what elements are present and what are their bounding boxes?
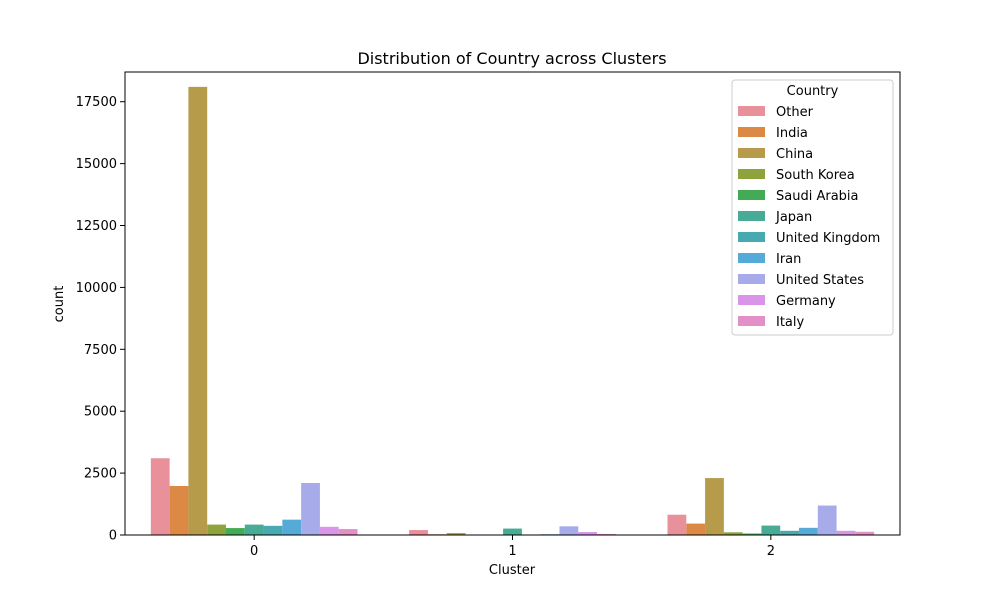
legend-label-italy: Italy <box>776 315 805 330</box>
legend-label-iran: Iran <box>776 252 801 267</box>
bar-united-states-cluster-2 <box>817 505 837 535</box>
legend-swatch-india <box>738 127 765 137</box>
y-tick-label: 12500 <box>76 219 117 234</box>
legend-swatch-saudi-arabia <box>738 190 765 200</box>
bar-united-kingdom-cluster-2 <box>780 530 800 535</box>
bar-saudi-arabia-cluster-2 <box>742 533 762 535</box>
bar-japan-cluster-2 <box>761 525 781 535</box>
bar-south-korea-cluster-2 <box>723 532 743 535</box>
bar-japan-cluster-0 <box>244 524 264 535</box>
bar-japan-cluster-1 <box>503 528 522 535</box>
y-tick-label: 15000 <box>76 157 117 172</box>
bar-other-cluster-2 <box>667 514 687 535</box>
legend: Country Other India China South Korea Saudi A… <box>731 79 894 336</box>
bar-italy-cluster-0 <box>338 529 358 535</box>
x-axis-label: Cluster <box>489 563 536 578</box>
legend-swatch-iran <box>738 253 765 263</box>
y-tick-label: 5000 <box>84 405 117 420</box>
x-tick-label: 1 <box>508 544 516 559</box>
bar-iran-cluster-0 <box>282 519 302 535</box>
legend-label-japan: Japan <box>775 210 812 225</box>
legend-swatch-other <box>738 106 765 116</box>
legend-label-germany: Germany <box>776 294 836 309</box>
legend-title: Country <box>787 84 839 99</box>
legend-swatch-germany <box>738 295 765 305</box>
bar-other-cluster-1 <box>409 530 428 535</box>
y-tick-label: 2500 <box>84 467 117 482</box>
bar-india-cluster-2 <box>686 523 706 535</box>
legend-swatch-united-kingdom <box>738 232 765 242</box>
y-tick-label: 17500 <box>76 95 117 110</box>
legend-label-other: Other <box>776 105 814 120</box>
legend-swatch-japan <box>738 211 765 221</box>
legend-swatch-italy <box>738 316 765 326</box>
bar-china-cluster-2 <box>705 478 724 535</box>
legend-swatch-china <box>738 148 765 158</box>
y-tick-label: 7500 <box>84 343 117 358</box>
axes-group: 0 2500 5000 7500 10000 12500 15000 17500 0 1 2 <box>76 71 901 559</box>
bar-china-cluster-1 <box>446 533 466 535</box>
bar-saudi-arabia-cluster-0 <box>225 528 245 535</box>
legend-label-united-states: United States <box>776 273 864 288</box>
bar-united-states-cluster-0 <box>301 483 320 535</box>
bar-other-cluster-0 <box>150 458 170 535</box>
bar-germany-cluster-2 <box>836 530 856 535</box>
legend-label-south-korea: South Korea <box>776 168 855 183</box>
bar-iran-cluster-2 <box>799 527 818 535</box>
bar-india-cluster-0 <box>169 485 189 535</box>
legend-label-saudi-arabia: Saudi Arabia <box>776 189 859 204</box>
bar-germany-cluster-0 <box>319 526 339 535</box>
legend-swatch-south-korea <box>738 169 765 179</box>
legend-swatch-united-states <box>738 274 765 284</box>
legend-label-india: India <box>776 126 808 141</box>
y-tick-label: 10000 <box>76 281 117 296</box>
chart-title: Distribution of Country across Clusters <box>357 49 666 68</box>
x-tick-label: 0 <box>250 544 258 559</box>
legend-label-china: China <box>776 147 813 162</box>
legend-box <box>731 79 894 336</box>
bar-china-cluster-0 <box>188 86 208 535</box>
x-tick-label: 2 <box>767 544 775 559</box>
bar-south-korea-cluster-0 <box>207 524 226 535</box>
bar-united-states-cluster-1 <box>559 526 579 535</box>
chart-title-group: Distribution of Country across Clusters <box>357 49 666 68</box>
bar-germany-cluster-1 <box>578 532 598 535</box>
y-axis-label: count <box>52 286 67 323</box>
legend-label-united-kingdom: United Kingdom <box>776 231 880 246</box>
bar-united-kingdom-cluster-0 <box>263 525 283 535</box>
bar-italy-cluster-2 <box>855 531 875 535</box>
y-tick-label: 0 <box>109 529 117 544</box>
